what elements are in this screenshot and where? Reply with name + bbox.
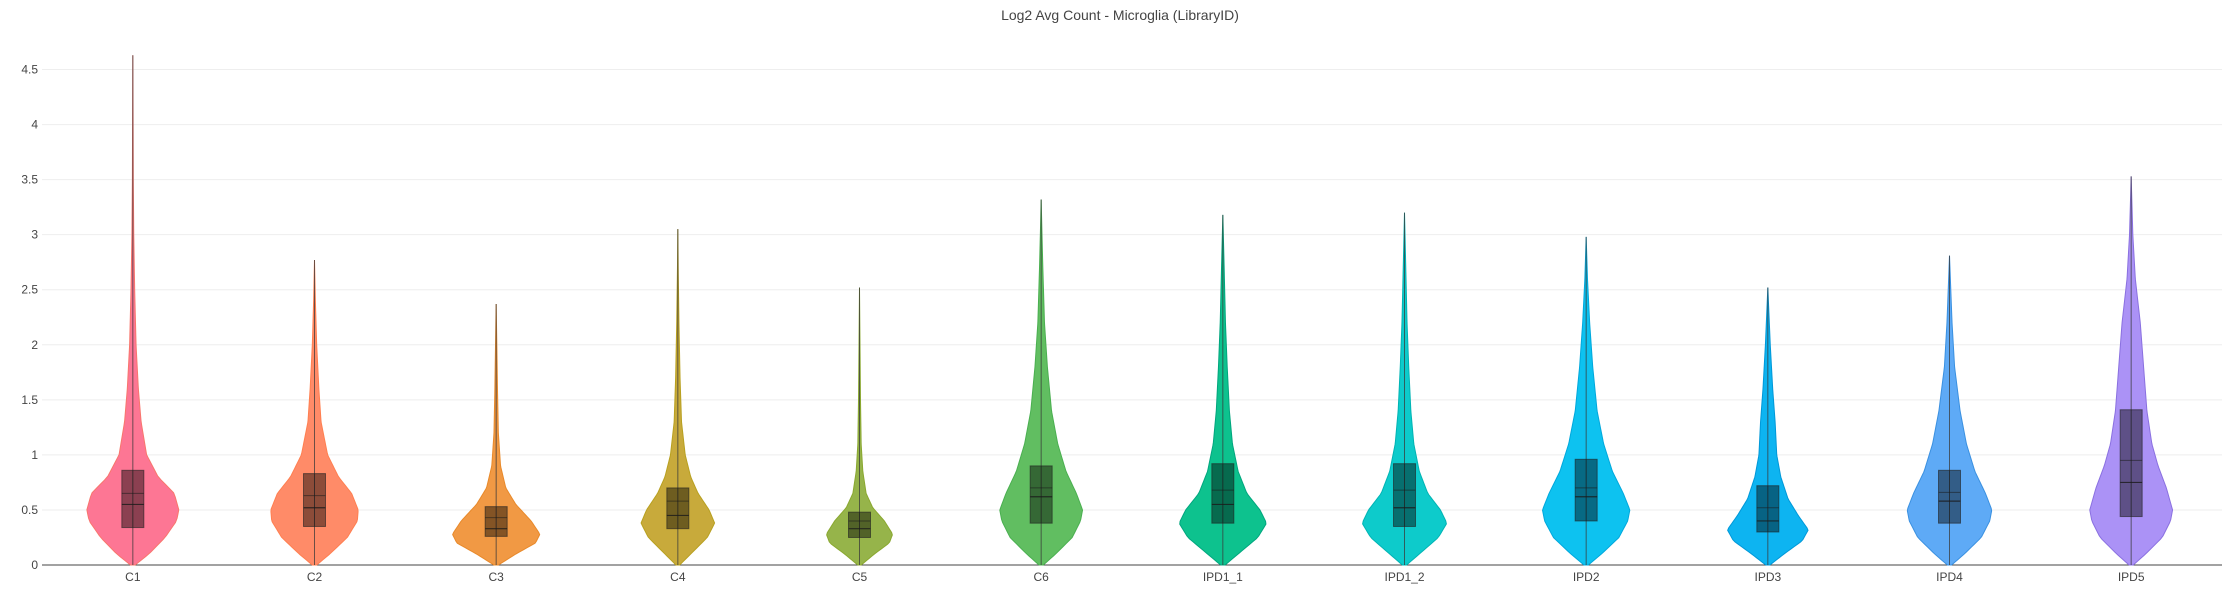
- violin-ipd2: [1542, 236, 1631, 566]
- violin-box: [1574, 458, 1598, 522]
- violin-box: [848, 511, 871, 538]
- violin-ipd3: [1727, 287, 1809, 566]
- violin-box: [121, 469, 145, 529]
- violin-ipd4: [1906, 255, 1993, 566]
- violin-box: [1756, 485, 1780, 533]
- x-tick-label: IPD2: [1573, 570, 1600, 584]
- x-tick-label: C6: [1033, 570, 1049, 584]
- violin-box: [2119, 409, 2143, 518]
- x-tick-label: C1: [125, 570, 141, 584]
- x-tick-label: IPD5: [2118, 570, 2145, 584]
- violin-c4: [640, 229, 716, 566]
- y-tick-label: 0.5: [21, 503, 38, 517]
- x-tick-label: C3: [488, 570, 504, 584]
- chart-title: Log2 Avg Count - Microglia (LibraryID): [1001, 7, 1239, 23]
- x-tick-label: IPD4: [1936, 570, 1963, 584]
- x-tick-label: C2: [307, 570, 323, 584]
- violin-ipd5: [2089, 176, 2174, 566]
- violin-box: [666, 487, 690, 530]
- y-tick-label: 4: [31, 118, 38, 132]
- violin-ipd1-1: [1179, 214, 1267, 566]
- x-tick-label: IPD1_2: [1384, 570, 1424, 584]
- violin-c1: [86, 55, 180, 566]
- x-tick-label: IPD1_1: [1203, 570, 1243, 584]
- violin-box: [484, 506, 508, 537]
- violin-box: [1029, 465, 1053, 524]
- y-tick-label: 3.5: [21, 173, 38, 187]
- violin-c2: [270, 260, 359, 566]
- violin-c3: [452, 304, 541, 566]
- violin-c6: [999, 199, 1084, 566]
- violin-ipd1-2: [1362, 212, 1447, 566]
- y-tick-label: 4.5: [21, 63, 38, 77]
- x-tick-label: C5: [852, 570, 868, 584]
- violin-box: [1393, 463, 1416, 527]
- y-tick-label: 2: [31, 338, 38, 352]
- violin-box: [1938, 469, 1961, 524]
- x-tick-label: IPD3: [1754, 570, 1781, 584]
- y-tick-label: 0: [31, 558, 38, 572]
- violin-box: [303, 473, 326, 527]
- y-tick-label: 3: [31, 228, 38, 242]
- y-tick-label: 1.5: [21, 393, 38, 407]
- x-tick-label: C4: [670, 570, 686, 584]
- y-tick-label: 2.5: [21, 283, 38, 297]
- y-tick-label: 1: [31, 448, 38, 462]
- violin-c5: [826, 287, 893, 566]
- violin-box: [1211, 463, 1235, 524]
